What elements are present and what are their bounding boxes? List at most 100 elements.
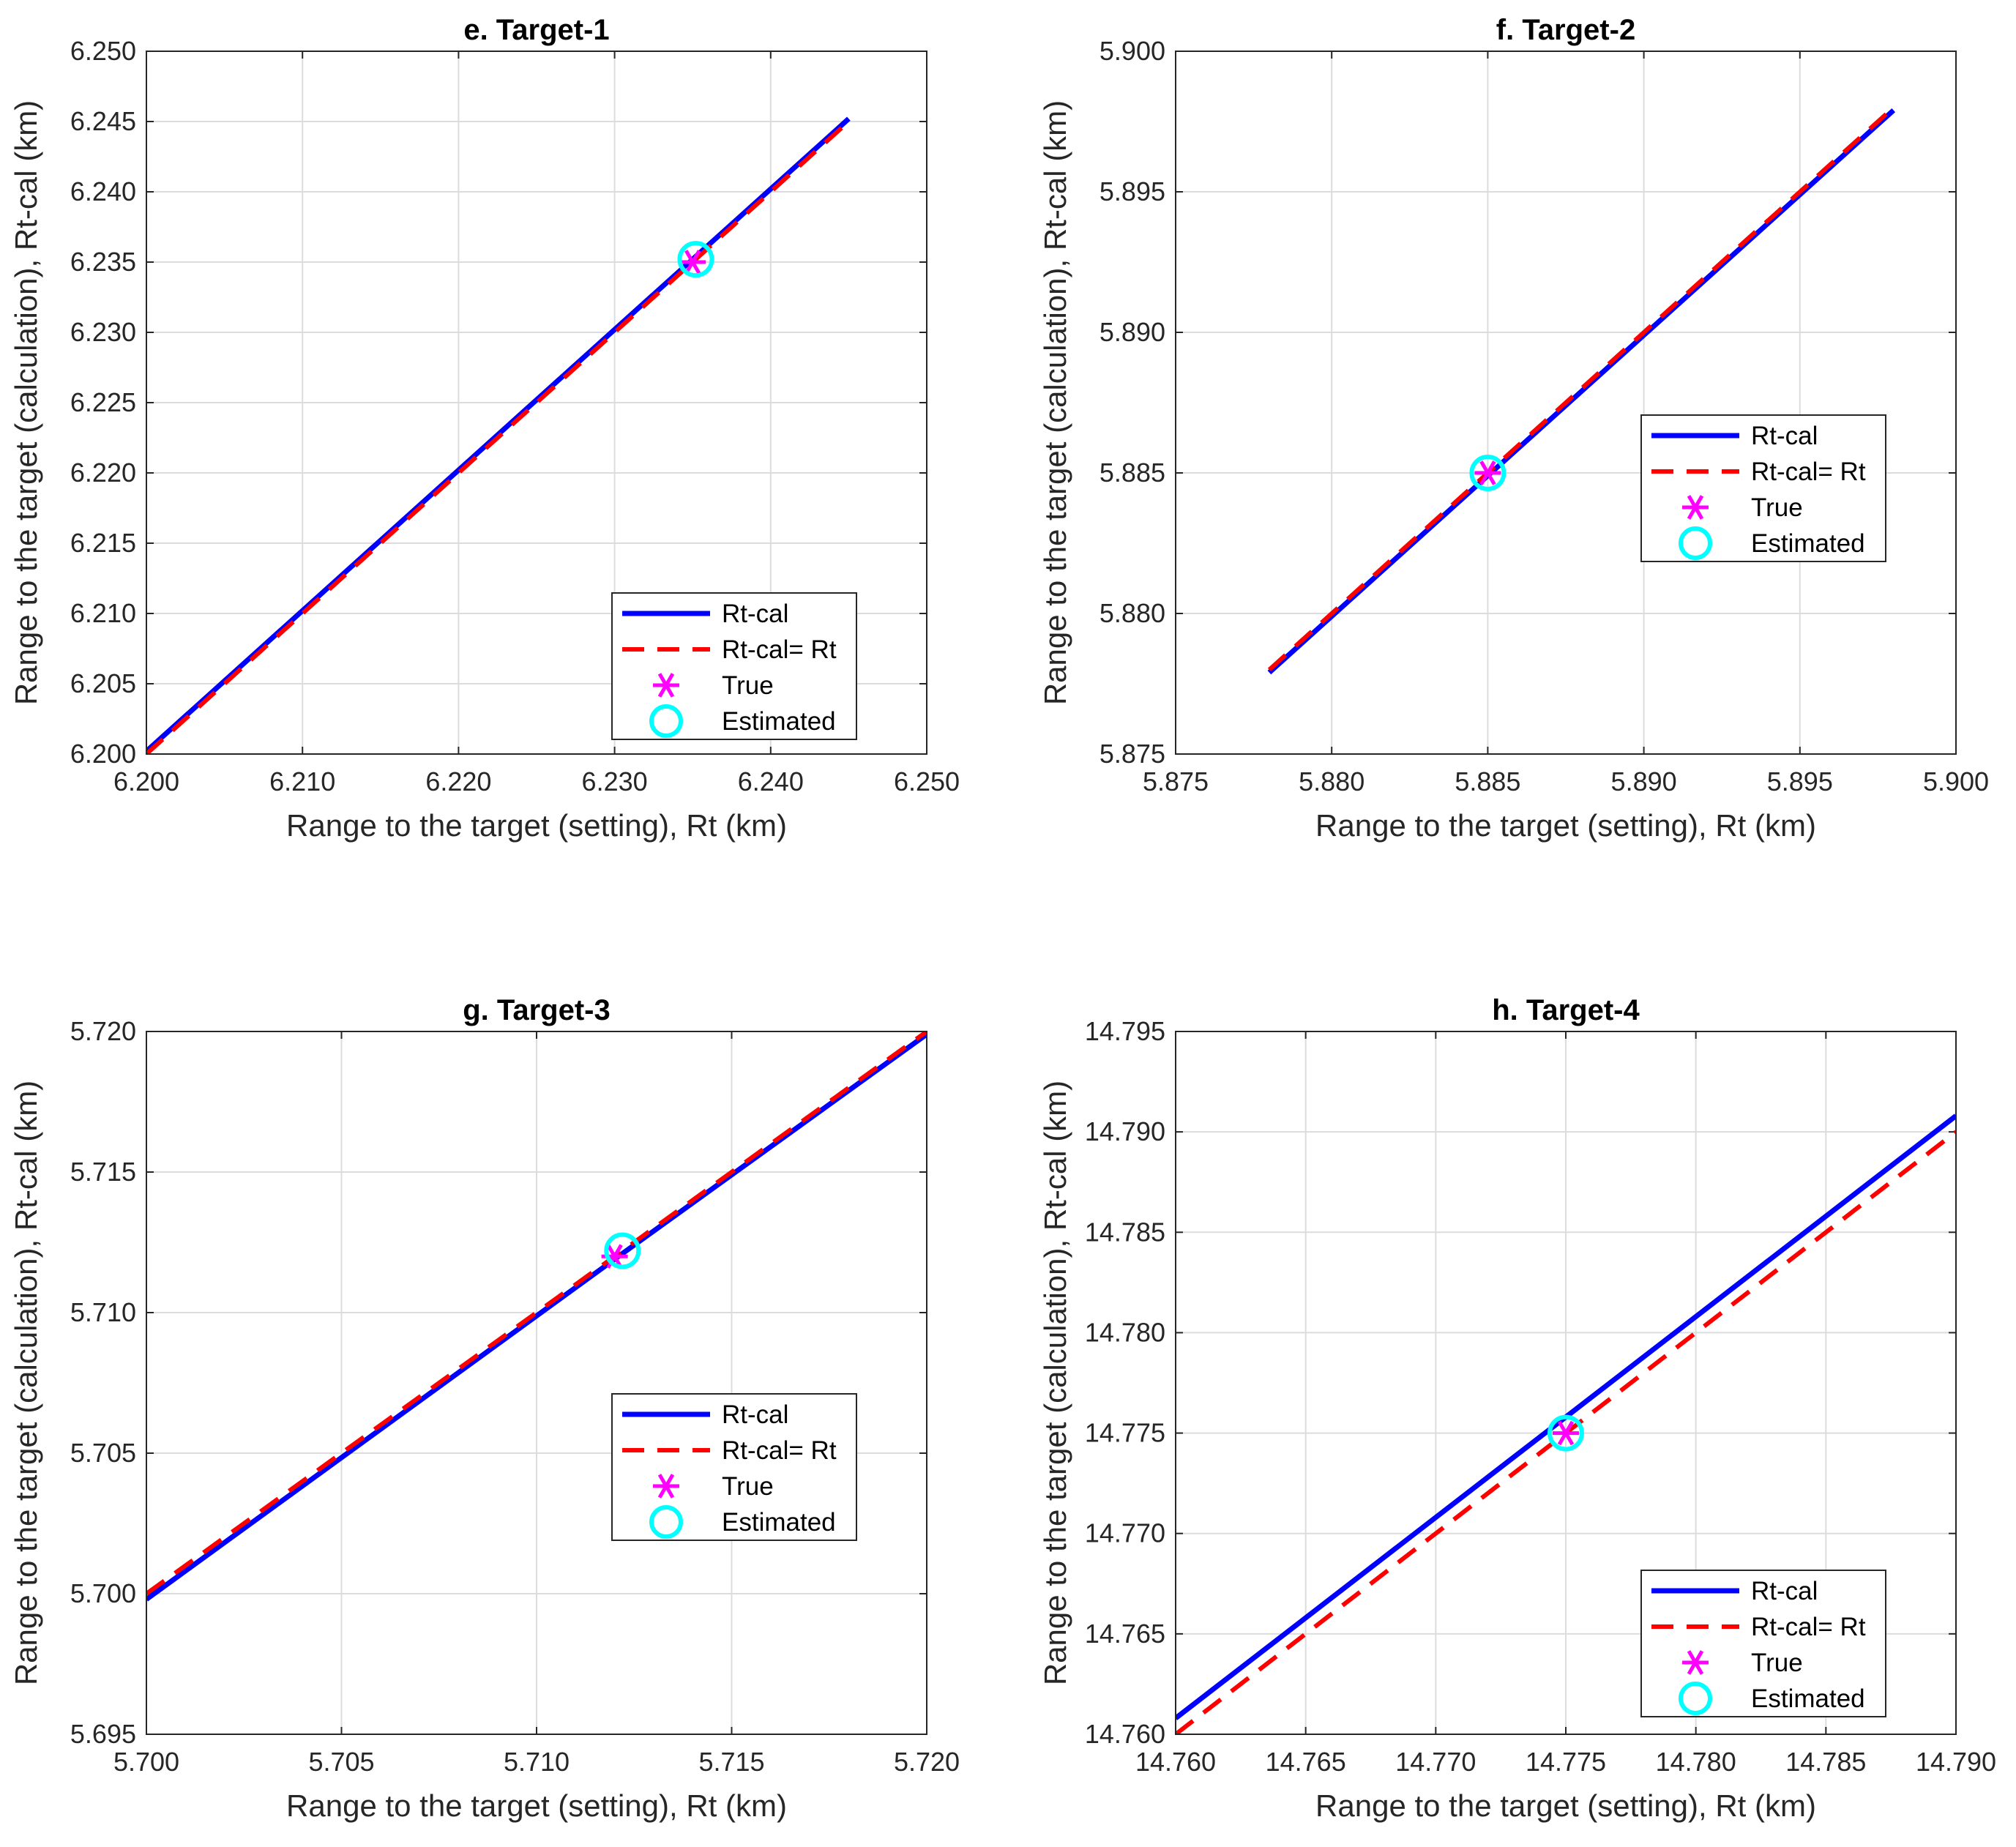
estimated-marker: [677, 241, 714, 278]
x-tick-label: 5.715: [698, 1747, 764, 1777]
legend-swatch-true: [653, 673, 679, 698]
series-rt-cal-eq-rt-line: [146, 119, 851, 754]
legend-label: Rt-cal: [722, 600, 788, 628]
y-tick-label: 14.780: [1085, 1317, 1165, 1347]
legend-swatch-estimated: [649, 704, 683, 738]
x-axis-label: Range to the target (setting), Rt (km): [286, 1788, 787, 1823]
y-tick-label: 5.885: [1100, 458, 1165, 488]
x-tick-label: 14.760: [1135, 1747, 1216, 1777]
axes-box: [146, 51, 927, 755]
x-tick-label: 6.240: [738, 766, 804, 796]
x-tick-label: 6.230: [582, 766, 648, 796]
estimated-marker: [604, 1232, 641, 1269]
x-tick-label: 5.875: [1143, 766, 1209, 796]
legend-label: True: [1751, 1649, 1803, 1677]
x-tick-label: 5.710: [504, 1747, 570, 1777]
x-tick-label: 6.220: [425, 766, 491, 796]
panel-4: 14.760 14.765 14.770 14.775 14.780 14.785 14.7…: [1038, 994, 1996, 1823]
panel-title: f. Target-2: [1496, 14, 1635, 46]
y-axis-label: Range to the target (calculation), Rt-ca…: [1038, 1081, 1072, 1685]
true-marker: [1553, 1420, 1579, 1446]
x-tick-label: 6.250: [894, 766, 960, 796]
estimated-marker: [1548, 1414, 1584, 1452]
y-tick-label: 14.770: [1085, 1518, 1165, 1548]
legend-label: Rt-cal= Rt: [1751, 1613, 1866, 1641]
true-marker: [679, 250, 706, 275]
x-tick-label: 6.200: [113, 766, 179, 796]
legend-label: Estimated: [1751, 1684, 1865, 1713]
y-tick-label: 14.795: [1085, 1016, 1165, 1046]
y-tick-label: 14.775: [1085, 1418, 1165, 1448]
legend-swatch-true: [653, 1474, 679, 1499]
x-tick-label: 5.885: [1455, 766, 1520, 796]
series-group: [1176, 1113, 1956, 1734]
y-tick-label: 6.225: [70, 387, 136, 417]
y-tick-label: 14.790: [1085, 1116, 1165, 1146]
legend: Rt-cal Rt-cal= Rt True Estimated: [611, 1393, 857, 1541]
legend-label: Rt-cal= Rt: [722, 1436, 837, 1465]
legend: Rt-cal Rt-cal= Rt True Estimated: [1640, 414, 1886, 562]
legend-swatch-true: [1682, 1650, 1709, 1675]
x-tick-label: 5.705: [308, 1747, 374, 1777]
y-tick-label: 5.715: [70, 1157, 136, 1187]
y-axis-label: Range to the target (calculation), Rt-ca…: [1038, 100, 1072, 705]
legend-label: Estimated: [722, 1508, 836, 1537]
x-axis-label: Range to the target (setting), Rt (km): [286, 808, 787, 843]
x-tick-label: 14.790: [1916, 1747, 1996, 1777]
panel-title: h. Target-4: [1492, 994, 1640, 1026]
legend-swatch-estimated: [649, 1505, 683, 1539]
y-tick-label: 6.215: [70, 528, 136, 558]
legend-swatch-estimated: [1679, 1682, 1712, 1715]
y-tick-label: 14.765: [1085, 1619, 1165, 1649]
legend-label: True: [1751, 493, 1803, 522]
x-tick-label: 14.775: [1526, 1747, 1606, 1777]
true-marker: [1474, 460, 1501, 485]
panel-title: e. Target-1: [463, 14, 609, 46]
panel-title: g. Target-3: [463, 994, 611, 1026]
y-tick-label: 6.240: [70, 176, 136, 206]
series-group: [1267, 105, 1896, 675]
y-tick-label: 6.200: [70, 739, 136, 769]
legend-label: Estimated: [1751, 529, 1865, 558]
y-tick-label: 6.245: [70, 106, 136, 136]
legend-label: Rt-cal: [1751, 422, 1818, 450]
axes-box: [1175, 1031, 1957, 1735]
y-tick-label: 5.700: [70, 1578, 136, 1608]
y-tick-label: 14.785: [1085, 1217, 1165, 1247]
series-rt-cal-line: [1267, 108, 1896, 675]
y-tick-label: 6.220: [70, 458, 136, 488]
legend-swatch-true: [1682, 495, 1709, 520]
x-tick-label: 5.700: [113, 1747, 179, 1777]
y-tick-label: 5.900: [1100, 36, 1165, 66]
x-tick-label: 6.210: [269, 766, 335, 796]
y-tick-label: 5.705: [70, 1438, 136, 1468]
panel-3: 5.700 5.705 5.710 5.715 5.7205.6955.7005.705…: [9, 994, 960, 1823]
legend-label: Estimated: [722, 707, 836, 736]
x-axis-label: Range to the target (setting), Rt (km): [1315, 808, 1816, 843]
legend-label: Rt-cal= Rt: [1751, 458, 1866, 486]
legend-label: True: [722, 671, 774, 700]
y-tick-label: 6.205: [70, 668, 136, 698]
x-axis-label: Range to the target (setting), Rt (km): [1315, 1788, 1816, 1823]
estimated-marker: [1469, 455, 1507, 491]
y-axis-label: Range to the target (calculation), Rt-ca…: [9, 100, 43, 705]
series-group: [146, 1031, 927, 1602]
y-tick-label: 5.890: [1100, 317, 1165, 347]
panel-1: 6.200 6.210 6.220 6.230 6.240 6.250 6.200 6.205…: [9, 14, 960, 843]
axes-box: [1175, 51, 1957, 755]
x-tick-label: 5.890: [1611, 766, 1677, 796]
x-tick-label: 5.895: [1767, 766, 1833, 796]
legend-label: Rt-cal= Rt: [722, 635, 837, 664]
panel-2: 5.875 5.880 5.885 5.890 5.895 5.900 5.875 5.880…: [1038, 14, 1989, 843]
y-tick-label: 6.250: [70, 36, 136, 66]
y-tick-label: 5.875: [1100, 739, 1165, 769]
legend: Rt-cal Rt-cal= Rt True Estimated: [611, 592, 857, 740]
x-tick-label: 14.780: [1656, 1747, 1736, 1777]
axes-box: [146, 1031, 927, 1735]
y-tick-label: 5.880: [1100, 598, 1165, 628]
y-tick-label: 14.760: [1085, 1719, 1165, 1749]
y-tick-label: 5.695: [70, 1719, 136, 1749]
series-group: [146, 116, 851, 754]
x-tick-label: 5.900: [1923, 766, 1989, 796]
